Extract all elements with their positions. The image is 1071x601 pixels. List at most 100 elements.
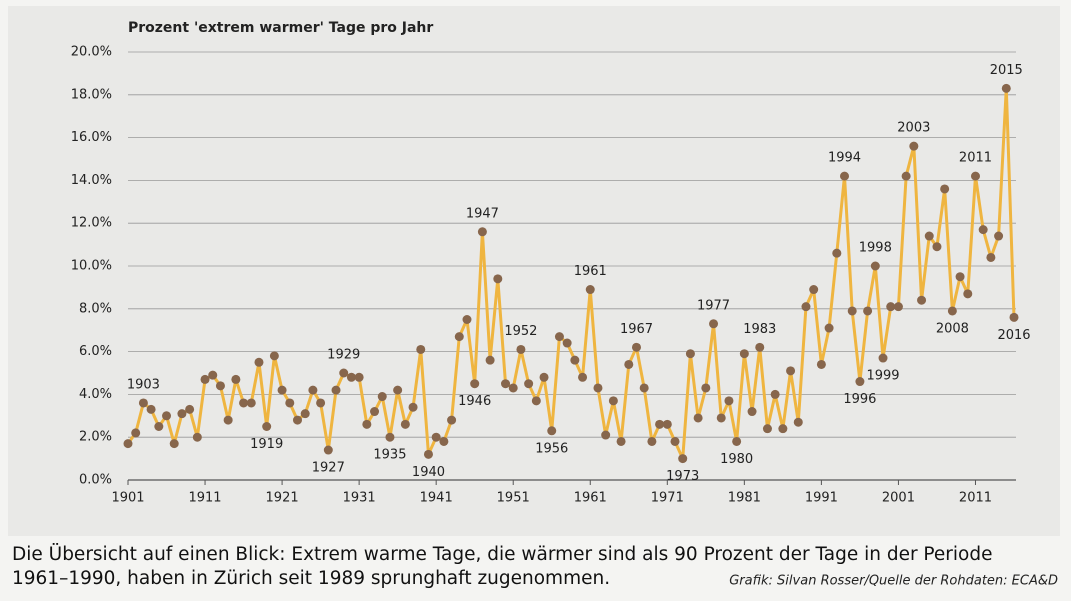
caption-line: Die Übersicht auf einen Blick: Extrem wa… [12, 543, 993, 565]
data-point [739, 349, 749, 359]
caption-line: 1961–1990, haben in Zürich seit 1989 spr… [12, 568, 610, 589]
data-point [462, 315, 472, 324]
data-point [146, 404, 156, 414]
data-point [477, 227, 487, 237]
data-point [924, 231, 934, 241]
data-point [878, 353, 888, 363]
point-annotation: 2003 [897, 121, 930, 136]
point-annotation: 1983 [743, 322, 776, 337]
data-point [501, 379, 511, 389]
data-point [685, 349, 695, 359]
data-point [185, 404, 195, 414]
data-point [547, 426, 557, 436]
y-tick-label: 2.0% [79, 430, 112, 445]
data-point [493, 274, 503, 284]
data-point [963, 289, 973, 299]
data-point [346, 372, 356, 382]
data-point [593, 383, 603, 393]
data-point [1001, 83, 1011, 93]
data-point [308, 385, 318, 395]
point-annotation: 1977 [697, 298, 730, 313]
point-annotation: 1947 [466, 206, 499, 221]
x-tick-label: 1941 [420, 491, 453, 506]
data-point [893, 302, 903, 312]
data-point [608, 396, 618, 406]
data-point [354, 372, 364, 382]
data-point [770, 389, 780, 399]
data-point [531, 396, 541, 406]
data-point [539, 372, 549, 382]
data-point [886, 302, 896, 312]
data-point [485, 355, 495, 365]
x-tick-label: 2011 [959, 491, 992, 506]
y-tick-label: 10.0% [71, 259, 112, 274]
data-point [793, 417, 803, 427]
data-point [732, 436, 742, 446]
x-tick-label: 1921 [266, 491, 299, 506]
y-tick-label: 12.0% [71, 216, 112, 231]
data-point [470, 379, 480, 389]
y-tick-label: 8.0% [79, 301, 112, 316]
data-point [778, 424, 788, 434]
data-point [246, 398, 256, 408]
data-point [269, 351, 279, 361]
data-point [647, 436, 657, 446]
data-point [454, 332, 464, 342]
data-point [747, 407, 757, 417]
data-point [585, 285, 595, 295]
data-point [678, 454, 688, 464]
data-point [439, 436, 449, 446]
data-point [847, 306, 857, 316]
x-tick-label: 1971 [651, 491, 684, 506]
data-point [809, 285, 819, 295]
data-point [215, 381, 225, 391]
data-point [562, 338, 572, 348]
data-point [870, 261, 880, 271]
data-point [200, 374, 210, 384]
plot-background [8, 6, 1060, 536]
data-point [239, 398, 249, 408]
data-point [516, 344, 526, 354]
data-point [624, 359, 634, 369]
data-point [177, 409, 187, 419]
x-tick-label: 1911 [188, 491, 221, 506]
data-point [994, 231, 1004, 241]
x-tick-label: 1981 [728, 491, 761, 506]
chart-title: Prozent 'extrem warmer' Tage pro Jahr [128, 20, 433, 36]
data-point [277, 385, 287, 395]
data-point [824, 323, 834, 333]
data-point [755, 342, 765, 352]
point-annotation: 1903 [127, 377, 160, 392]
data-point [863, 306, 873, 316]
data-point [131, 428, 141, 438]
data-point [855, 377, 865, 387]
data-point [970, 171, 980, 181]
data-point [986, 252, 996, 262]
data-point [393, 385, 403, 395]
point-annotation: 1961 [574, 264, 607, 279]
data-point [716, 413, 726, 423]
data-point [762, 424, 772, 434]
data-point [377, 392, 387, 402]
point-annotation: 1940 [412, 465, 445, 480]
data-point [423, 449, 433, 459]
x-tick-label: 1961 [574, 491, 607, 506]
data-point [601, 430, 611, 440]
data-point [655, 419, 665, 429]
data-point [154, 422, 164, 431]
data-point [508, 383, 518, 393]
point-annotation: 1998 [859, 241, 892, 256]
x-tick-label: 1991 [805, 491, 838, 506]
data-point [901, 171, 911, 181]
y-tick-label: 14.0% [71, 173, 112, 188]
data-point [917, 295, 927, 305]
point-annotation: 1999 [866, 369, 899, 384]
point-annotation: 2015 [990, 63, 1023, 78]
data-point [400, 419, 410, 429]
data-point [231, 374, 241, 384]
data-point [292, 415, 302, 425]
point-annotation: 1927 [312, 461, 345, 476]
data-point [932, 242, 942, 252]
data-point [385, 432, 395, 442]
